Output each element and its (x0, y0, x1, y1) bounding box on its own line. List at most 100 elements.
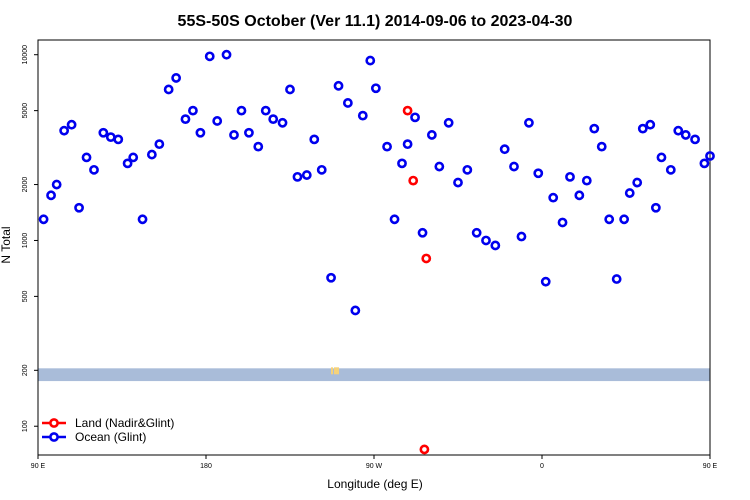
point (419, 444, 430, 455)
point (301, 170, 312, 180)
land-fragments (331, 367, 339, 375)
land-fragment (331, 367, 333, 375)
point (490, 240, 501, 251)
x-axis-label: Longitude (deg E) (327, 477, 422, 491)
point (163, 84, 174, 95)
point (195, 127, 206, 138)
point (705, 151, 715, 161)
point (74, 202, 84, 213)
point (46, 190, 56, 201)
point (516, 231, 527, 242)
point (443, 117, 454, 128)
x-tick-label: 90 W (366, 463, 383, 470)
point (650, 202, 661, 213)
legend: Land (Nadir&Glint)Ocean (Glint) (42, 416, 174, 444)
chart-title: 55S-50S October (Ver 11.1) 2014-09-06 to… (178, 13, 573, 30)
point (402, 105, 413, 116)
point (680, 130, 691, 140)
point (128, 152, 139, 163)
point (574, 190, 585, 201)
point (171, 73, 182, 83)
point (690, 134, 700, 145)
land-fragment (334, 367, 337, 375)
point (89, 164, 99, 175)
y-tick-label: 10000 (22, 45, 29, 65)
point (624, 188, 635, 198)
point (229, 130, 239, 140)
y-tick-label: 100 (22, 420, 29, 432)
point (604, 214, 615, 225)
point (402, 139, 413, 150)
point (326, 272, 336, 283)
point (524, 117, 534, 128)
point (619, 214, 630, 225)
legend-marker (49, 432, 59, 442)
y-axis: 100 200 500 1000 2000 5000 10000 (22, 45, 38, 432)
point (292, 171, 303, 182)
point (38, 214, 49, 225)
point (81, 152, 92, 163)
point (540, 276, 551, 287)
point (565, 171, 575, 182)
point (389, 214, 400, 225)
point (98, 127, 109, 138)
plot-frame (37, 39, 711, 456)
point (481, 235, 491, 246)
land-fragment (337, 367, 339, 375)
legend-label: Land (Nadir&Glint) (75, 416, 174, 430)
point (462, 164, 473, 175)
point (51, 179, 62, 190)
point (113, 134, 124, 145)
point (146, 149, 157, 160)
point (632, 177, 643, 188)
point (236, 105, 247, 116)
point (410, 112, 420, 123)
point (645, 119, 656, 130)
series-0 (402, 105, 432, 455)
point (66, 119, 77, 130)
point (434, 161, 445, 172)
point (499, 144, 510, 155)
y-tick-label: 500 (22, 290, 29, 302)
y-axis-label: N Total (0, 226, 13, 263)
x-axis: 90 E 180 90 W 0 90 E (31, 455, 718, 470)
point (533, 168, 544, 179)
point (417, 227, 428, 238)
point (426, 130, 437, 140)
legend-marker (49, 418, 59, 428)
y-tick-label: 1000 (22, 233, 29, 249)
y-tick-label: 2000 (22, 177, 29, 193)
point (611, 274, 622, 284)
point (285, 84, 295, 95)
reference-band (38, 368, 710, 382)
point (244, 127, 254, 138)
point (253, 141, 264, 152)
point (699, 158, 710, 169)
point (596, 141, 607, 152)
point (421, 253, 432, 264)
point (656, 152, 667, 163)
point (204, 51, 215, 62)
y-tick-label: 5000 (22, 103, 29, 119)
y-tick-label: 200 (22, 364, 29, 376)
point (589, 123, 600, 134)
point (453, 177, 463, 188)
point (365, 55, 376, 66)
point (212, 116, 223, 126)
point (581, 175, 592, 186)
x-tick-label: 90 E (31, 463, 46, 470)
point (342, 98, 353, 108)
series-1 (38, 49, 715, 316)
point (316, 164, 327, 175)
data-points (38, 49, 715, 455)
point (122, 158, 133, 169)
x-tick-label: 180 (200, 463, 212, 470)
point (221, 49, 232, 60)
point (665, 164, 676, 175)
point (408, 175, 419, 186)
x-tick-label: 0 (540, 463, 544, 470)
point (350, 305, 361, 316)
x-tick-label: 90 E (703, 463, 718, 470)
point (382, 141, 392, 152)
